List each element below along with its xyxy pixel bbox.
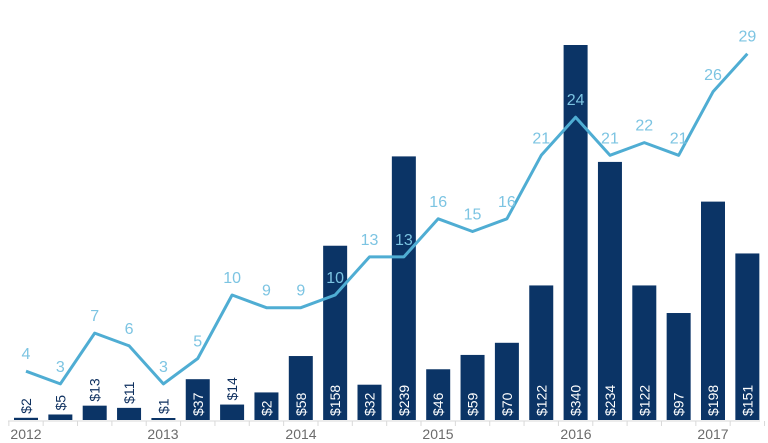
x-tick-label: 2014 xyxy=(285,426,316,442)
line-value-label: 21 xyxy=(670,130,688,147)
bar-value-label: $59 xyxy=(465,392,481,416)
line-value-label: 16 xyxy=(429,194,447,211)
line-value-label: 26 xyxy=(704,67,722,84)
line-value-label: 21 xyxy=(601,130,619,147)
bar-value-label: $239 xyxy=(396,385,412,416)
bar xyxy=(426,369,451,420)
line-value-label: 15 xyxy=(464,207,482,224)
bar xyxy=(529,285,554,420)
bar-value-label: $97 xyxy=(671,392,687,416)
bar xyxy=(632,285,657,420)
bar xyxy=(117,407,142,420)
bar-value-label: $158 xyxy=(327,385,343,416)
line-value-label: 13 xyxy=(395,232,413,249)
bar xyxy=(666,313,691,420)
bar xyxy=(391,156,416,420)
line-value-label: 29 xyxy=(738,29,756,46)
bar-value-label: $1 xyxy=(155,398,171,414)
bar-value-label: $2 xyxy=(18,398,34,414)
x-tick-label: 2015 xyxy=(422,426,453,442)
bar-value-label: $14 xyxy=(224,377,240,401)
bar-value-label: $58 xyxy=(293,392,309,416)
bar-value-label: $37 xyxy=(190,392,206,416)
bar-value-label: $2 xyxy=(258,400,274,416)
line-value-label: 24 xyxy=(567,92,585,109)
x-tick-label: 2017 xyxy=(697,426,728,442)
line-value-label: 10 xyxy=(223,270,241,287)
bar xyxy=(288,356,313,420)
line-value-label: 22 xyxy=(635,118,653,135)
line-value-label: 4 xyxy=(22,346,31,363)
bar-value-label: $5 xyxy=(52,395,68,411)
line-value-label: 9 xyxy=(296,283,305,300)
bar-value-label: $32 xyxy=(362,392,378,416)
bar-value-label: $122 xyxy=(533,385,549,416)
bar-value-label: $198 xyxy=(705,385,721,416)
line-value-label: 9 xyxy=(262,283,271,300)
bar xyxy=(357,384,382,420)
bar-value-label: $46 xyxy=(430,392,446,416)
line-value-label: 7 xyxy=(90,308,99,325)
bar xyxy=(82,405,107,420)
bar-value-label: $13 xyxy=(87,378,103,402)
bar xyxy=(185,379,210,420)
line-value-label: 5 xyxy=(193,334,202,351)
bar xyxy=(597,161,622,421)
x-tick-label: 2012 xyxy=(10,426,41,442)
bar xyxy=(735,253,760,420)
x-tick-label: 2013 xyxy=(147,426,178,442)
line-value-label: 13 xyxy=(361,232,379,249)
bar xyxy=(48,414,73,420)
bar xyxy=(323,245,348,420)
bar-value-label: $234 xyxy=(602,385,618,416)
bar xyxy=(494,342,519,420)
line-series: 4 3 7 6 3 5 10 9 9 10 13 13 16 15 16 21 24 21 22 21 26 29 xyxy=(22,29,756,386)
bar-value-label: $70 xyxy=(499,392,515,416)
line-value-label: 6 xyxy=(125,321,134,338)
bar-value-label: $151 xyxy=(739,385,755,416)
line-value-label: 10 xyxy=(326,270,344,287)
bar-value-label: $11 xyxy=(121,381,137,404)
line-value-label: 3 xyxy=(159,359,168,376)
bar-value-label: $340 xyxy=(568,385,584,416)
line-value-label: 3 xyxy=(56,359,65,376)
x-axis: 2012 2013 2014 2015 2016 2017 xyxy=(8,420,766,442)
bar xyxy=(563,45,588,420)
line-path xyxy=(25,52,749,386)
line-value-label: 16 xyxy=(498,194,516,211)
bar xyxy=(151,418,176,420)
bar xyxy=(220,404,245,420)
bar-value-label: $122 xyxy=(636,385,652,416)
bar xyxy=(701,201,725,420)
bar xyxy=(460,354,485,420)
bar xyxy=(14,417,38,420)
line-value-label: 21 xyxy=(532,130,550,147)
bar-series: $2 $5 $13 $11 $1 $37 $14 $2 $58 $158 $32 $239 $46 $59… xyxy=(14,45,760,421)
x-tick-label: 2016 xyxy=(560,426,591,442)
bar xyxy=(254,392,279,420)
